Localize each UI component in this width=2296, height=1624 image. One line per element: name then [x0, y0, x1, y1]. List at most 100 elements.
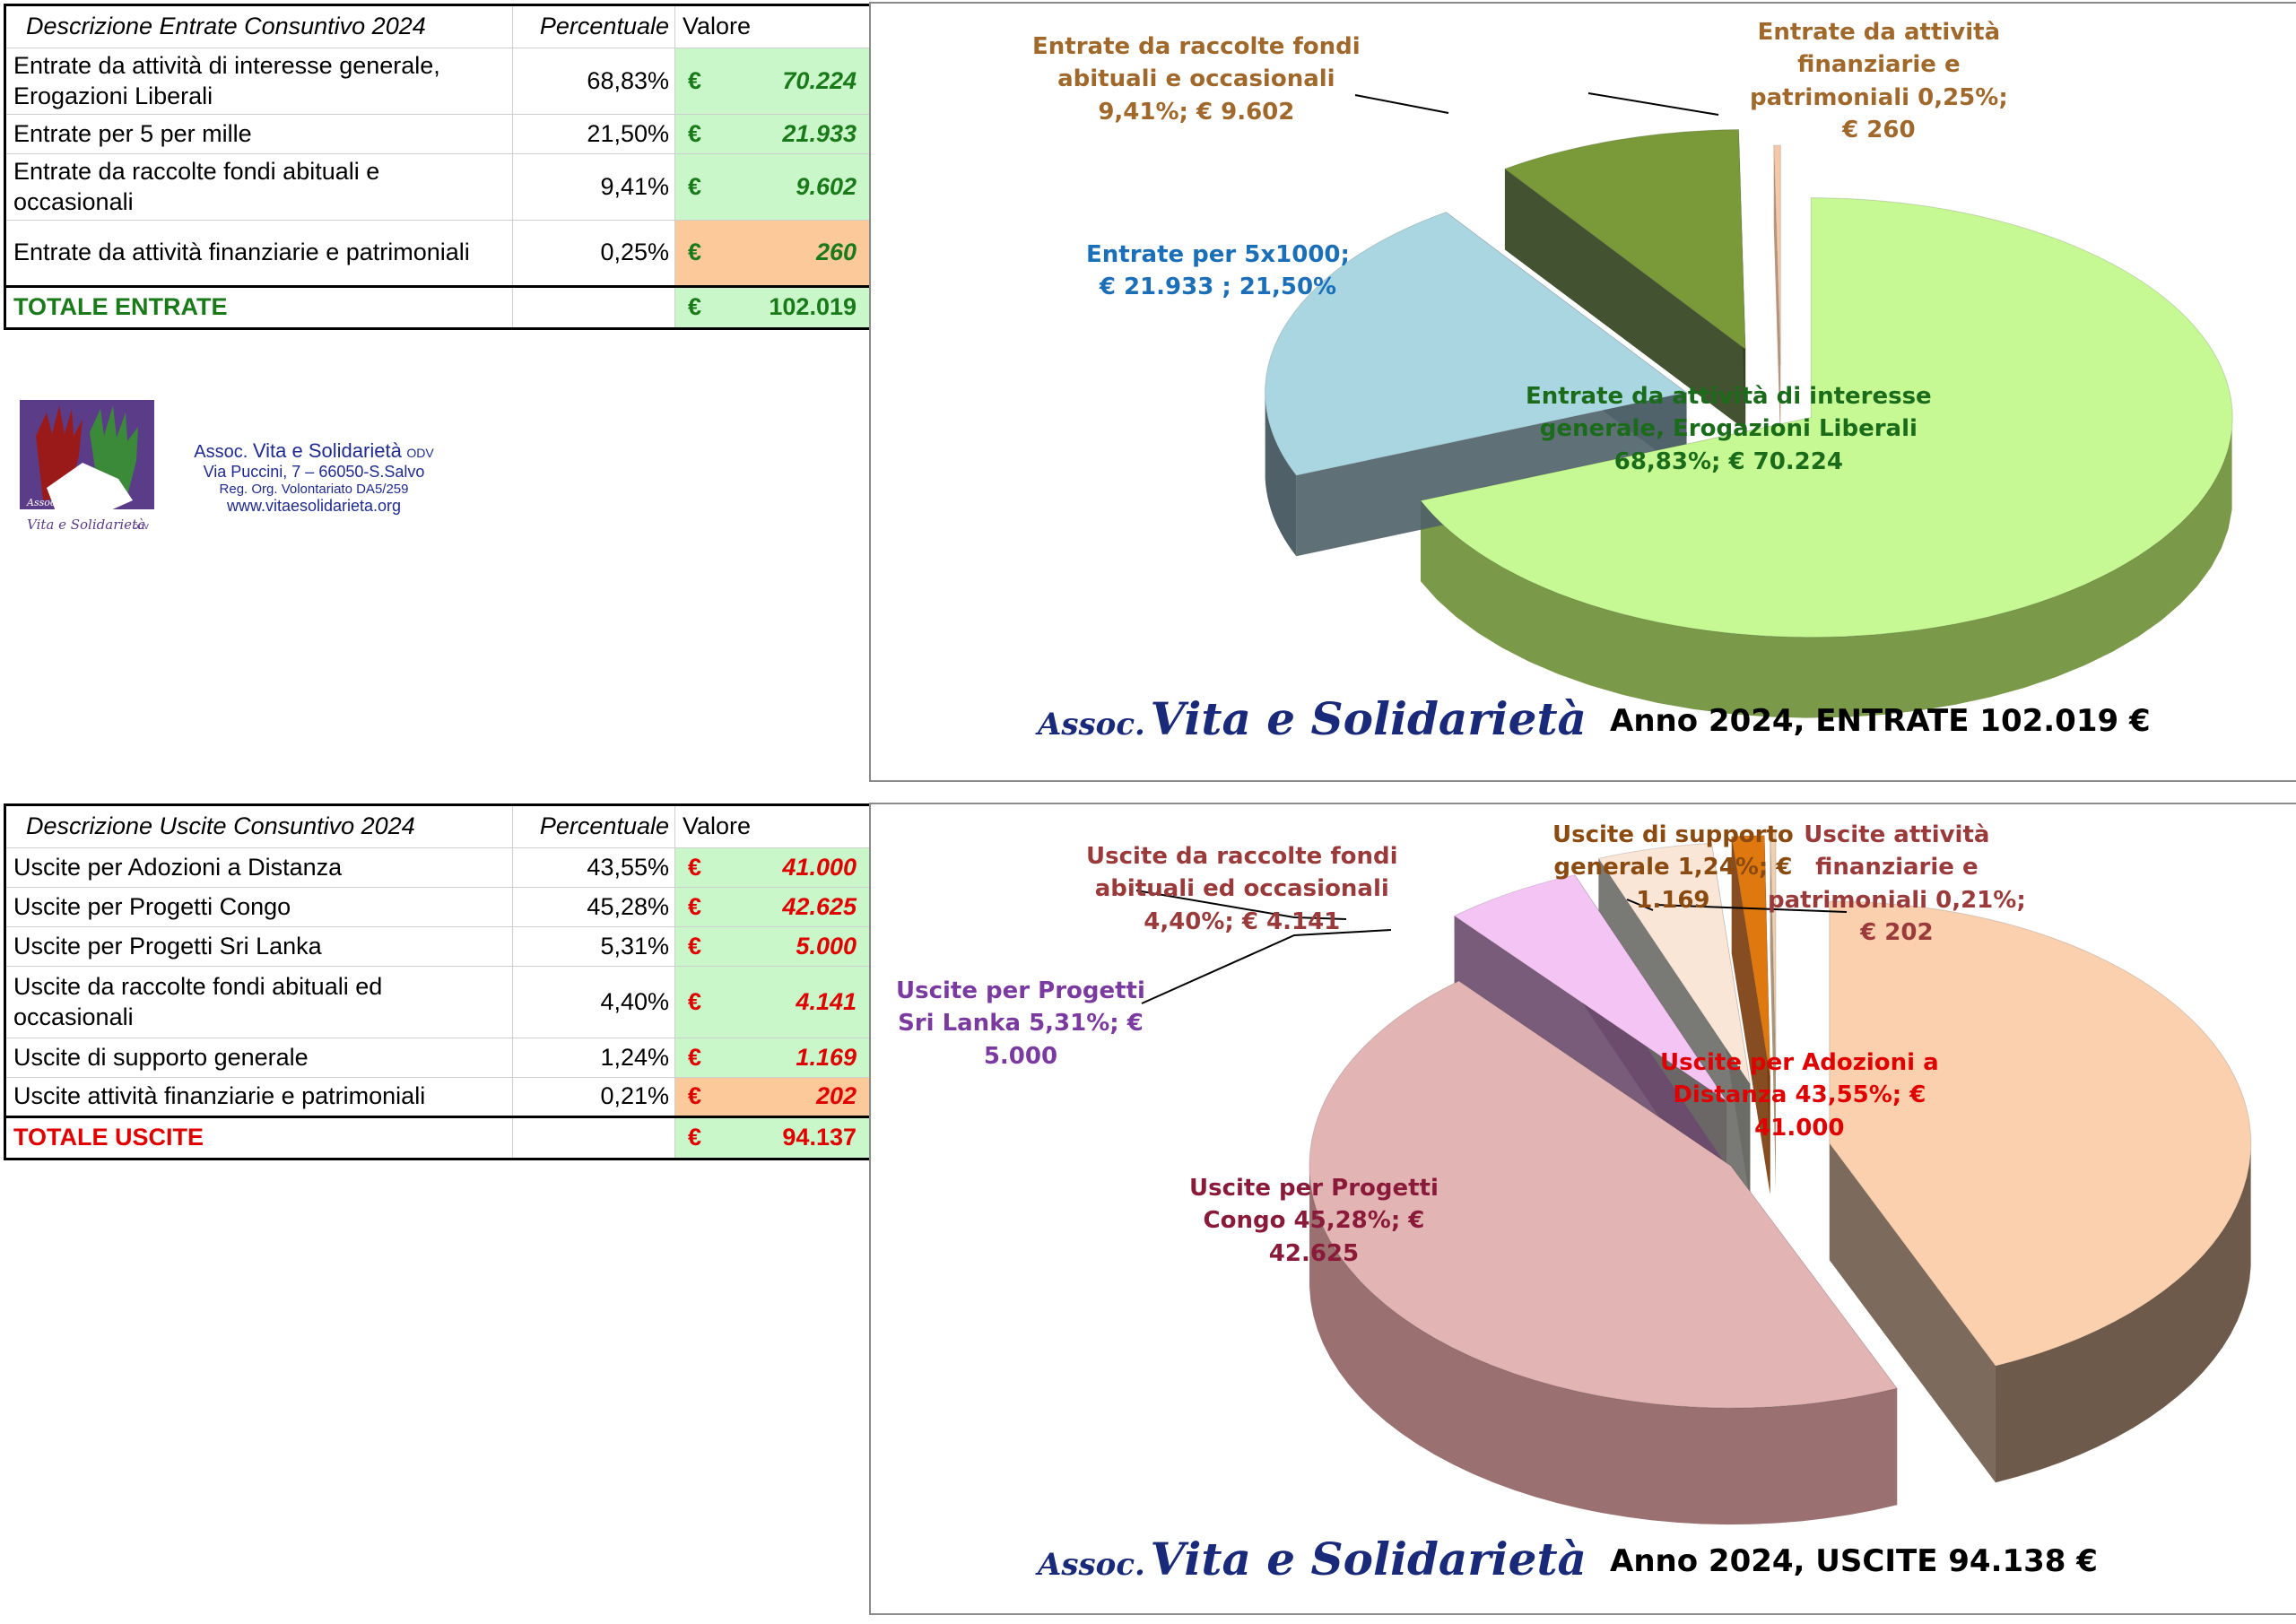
table-row: Entrate da raccolte fondi abituali e occ… — [4, 153, 871, 221]
table-row: Uscite per Adozioni a Distanza 43,55% € … — [4, 847, 871, 888]
table-row: Uscite da raccolte fondi abituali ed occ… — [4, 966, 871, 1038]
row-value-cell: € 202 — [674, 1077, 871, 1117]
leader-line-0-2 — [1354, 94, 1449, 114]
leader-line-1-4 — [1626, 899, 1654, 911]
leader-line-1-5 — [1655, 904, 1848, 913]
slice-label-line: Uscite per Adozioni a — [1660, 1049, 1939, 1076]
row-percent: 0,21% — [512, 1077, 675, 1117]
uscite-header-percent: Percentuale — [512, 804, 675, 848]
uscite-table: Descrizione Uscite Consuntivo 2024 Perce… — [4, 803, 872, 1160]
row-value-cell: € 5.000 — [674, 926, 871, 967]
pie-slice-1-1 — [1309, 980, 1899, 1409]
leader-line-0-3 — [1587, 92, 1719, 116]
row-percent: 43,55% — [512, 847, 675, 888]
entrate-chart-frame: Entrate da attività di interesse generale… — [869, 2, 2296, 782]
slice-label-line: Uscite per Progetti — [1189, 1175, 1439, 1202]
row-percent: 45,28% — [512, 887, 675, 927]
row-amount: 21.933 — [782, 119, 857, 147]
entrate-pie-chart — [1265, 92, 2233, 718]
row-label: Entrate da attività di interesse general… — [4, 48, 513, 115]
row-currency: € — [688, 66, 702, 94]
row-label: Uscite attività finanziarie e patrimonia… — [4, 1077, 513, 1117]
uscite-pie-chart — [1135, 829, 2252, 1525]
row-value-cell: € 42.625 — [674, 887, 871, 927]
entrate-table: Descrizione Entrate Consuntivo 2024 Perc… — [4, 4, 872, 330]
logo-name: Vita e Solidarietà — [252, 439, 402, 462]
slice-label-line: 9,41%; € 9.602 — [1098, 98, 1295, 126]
total-currency: € — [688, 1124, 702, 1151]
total-amount: 102.019 — [769, 293, 857, 321]
table-row: Uscite per Progetti Sri Lanka 5,31% € 5.… — [4, 926, 871, 967]
slice-label-1-4: Uscite di supporto generale 1,24%; € 1.169 — [1552, 819, 1794, 916]
slice-label-0-3: Entrate da attività finanziarie e patrimon… — [1750, 16, 2008, 147]
row-currency: € — [688, 987, 702, 1015]
row-label: Uscite da raccolte fondi abituali ed occ… — [4, 966, 513, 1038]
logo-address: Via Puccini, 7 – 66050-S.Salvo — [203, 463, 425, 481]
pie-slice-1-0 — [1829, 900, 2252, 1367]
row-amount: 41.000 — [782, 853, 857, 881]
row-label: Entrate da attività finanziarie e patrim… — [4, 220, 513, 287]
row-percent: 5,31% — [512, 926, 675, 967]
slice-label-line: Congo 45,28%; € — [1203, 1207, 1425, 1235]
brand-prefix: Assoc. — [1038, 707, 1145, 743]
row-amount: 70.224 — [782, 66, 857, 94]
logo-prefix: Assoc. — [194, 442, 248, 462]
total-value-cell: € 94.137 — [674, 1116, 871, 1159]
entrate-header-description: Descrizione Entrate Consuntivo 2024 — [4, 4, 513, 48]
pie-slice-1-4 — [1731, 835, 1771, 1078]
slice-label-line: patrimoniali 0,25%; — [1750, 83, 2008, 111]
row-amount: 4.141 — [796, 987, 857, 1015]
slice-label-1-3: Uscite da raccolte fondi abituali ed occa… — [1086, 840, 1398, 938]
row-label: Uscite per Progetti Congo — [4, 887, 513, 927]
table-row: Uscite di supporto generale 1,24% € 1.16… — [4, 1038, 871, 1078]
slice-label-line: Entrate per 5x1000; — [1086, 241, 1350, 268]
brand-name: Vita e Solidarietà — [1150, 1533, 1587, 1585]
slice-label-line: € 202 — [1860, 919, 1934, 947]
slice-label-line: Uscite da raccolte fondi — [1086, 843, 1398, 870]
slice-label-line: Entrate da attività — [1757, 19, 2001, 46]
leader-line-1-2 — [1141, 929, 1392, 1004]
slice-label-line: finanziarie e — [1815, 854, 1979, 881]
row-value-cell: € 1.169 — [674, 1038, 871, 1078]
row-percent: 1,24% — [512, 1038, 675, 1078]
uscite-table-header: Descrizione Uscite Consuntivo 2024 Perce… — [4, 804, 871, 848]
slice-label-line: Entrate da attività di interesse — [1526, 383, 1932, 410]
logo-badge-word3: ODV — [133, 523, 149, 531]
entrate-table-header: Descrizione Entrate Consuntivo 2024 Perc… — [4, 4, 871, 48]
entrate-brand: Assoc. Vita e Solidarietà — [1038, 692, 1587, 745]
entrate-header-value: Valore — [674, 4, 871, 48]
slice-label-1-5: Uscite attività finanziarie e patrimoniali… — [1768, 819, 2026, 950]
pie-slice-1-5 — [1770, 829, 1777, 1073]
slice-label-line: 41.000 — [1754, 1114, 1845, 1142]
table-row: Entrate da attività finanziarie e patrim… — [4, 220, 871, 287]
row-percent: 68,83% — [512, 48, 675, 115]
uscite-header-description: Descrizione Uscite Consuntivo 2024 — [4, 804, 513, 848]
row-currency: € — [688, 932, 702, 960]
total-row: TOTALE USCITE € 94.137 — [4, 1116, 871, 1159]
slice-label-1-1: Uscite per Progetti Congo 45,28%; € 42.625 — [1189, 1172, 1439, 1270]
slice-label-line: abituali ed occasionali — [1094, 875, 1389, 903]
row-currency: € — [688, 853, 702, 881]
pie-slice-0-1 — [1265, 211, 1688, 476]
slice-label-line: finanziarie e — [1797, 51, 1961, 79]
leader-line-1-3 — [1135, 890, 1347, 920]
row-label: Uscite di supporto generale — [4, 1038, 513, 1078]
row-label: Uscite per Progetti Sri Lanka — [4, 926, 513, 967]
total-label: TOTALE ENTRATE — [4, 285, 513, 329]
slice-label-line: 4,40%; € 4.141 — [1144, 908, 1341, 935]
row-amount: 202 — [815, 1082, 857, 1110]
slice-label-line: 42.625 — [1268, 1239, 1360, 1267]
table-row: Entrate per 5 per mille 21,50% € 21.933 — [4, 114, 871, 154]
slice-label-0-0: Entrate da attività di interesse generale… — [1526, 380, 1932, 478]
row-value-cell: € 21.933 — [674, 114, 871, 154]
total-currency: € — [688, 293, 702, 321]
row-currency: € — [688, 1043, 702, 1071]
logo-badge-word1: Associazione — [26, 497, 91, 508]
pie-slice-side-0-3 — [1773, 145, 1781, 447]
uscite-chart-title: Anno 2024, USCITE 94.138 € — [1610, 1543, 2098, 1579]
uscite-brand: Assoc. Vita e Solidarietà — [1038, 1533, 1587, 1585]
row-currency: € — [688, 239, 702, 266]
slice-label-line: Distanza 43,55%; € — [1673, 1081, 1926, 1109]
logo-website: www.vitaesolidarieta.org — [226, 496, 402, 515]
total-amount: 94.137 — [782, 1124, 857, 1151]
